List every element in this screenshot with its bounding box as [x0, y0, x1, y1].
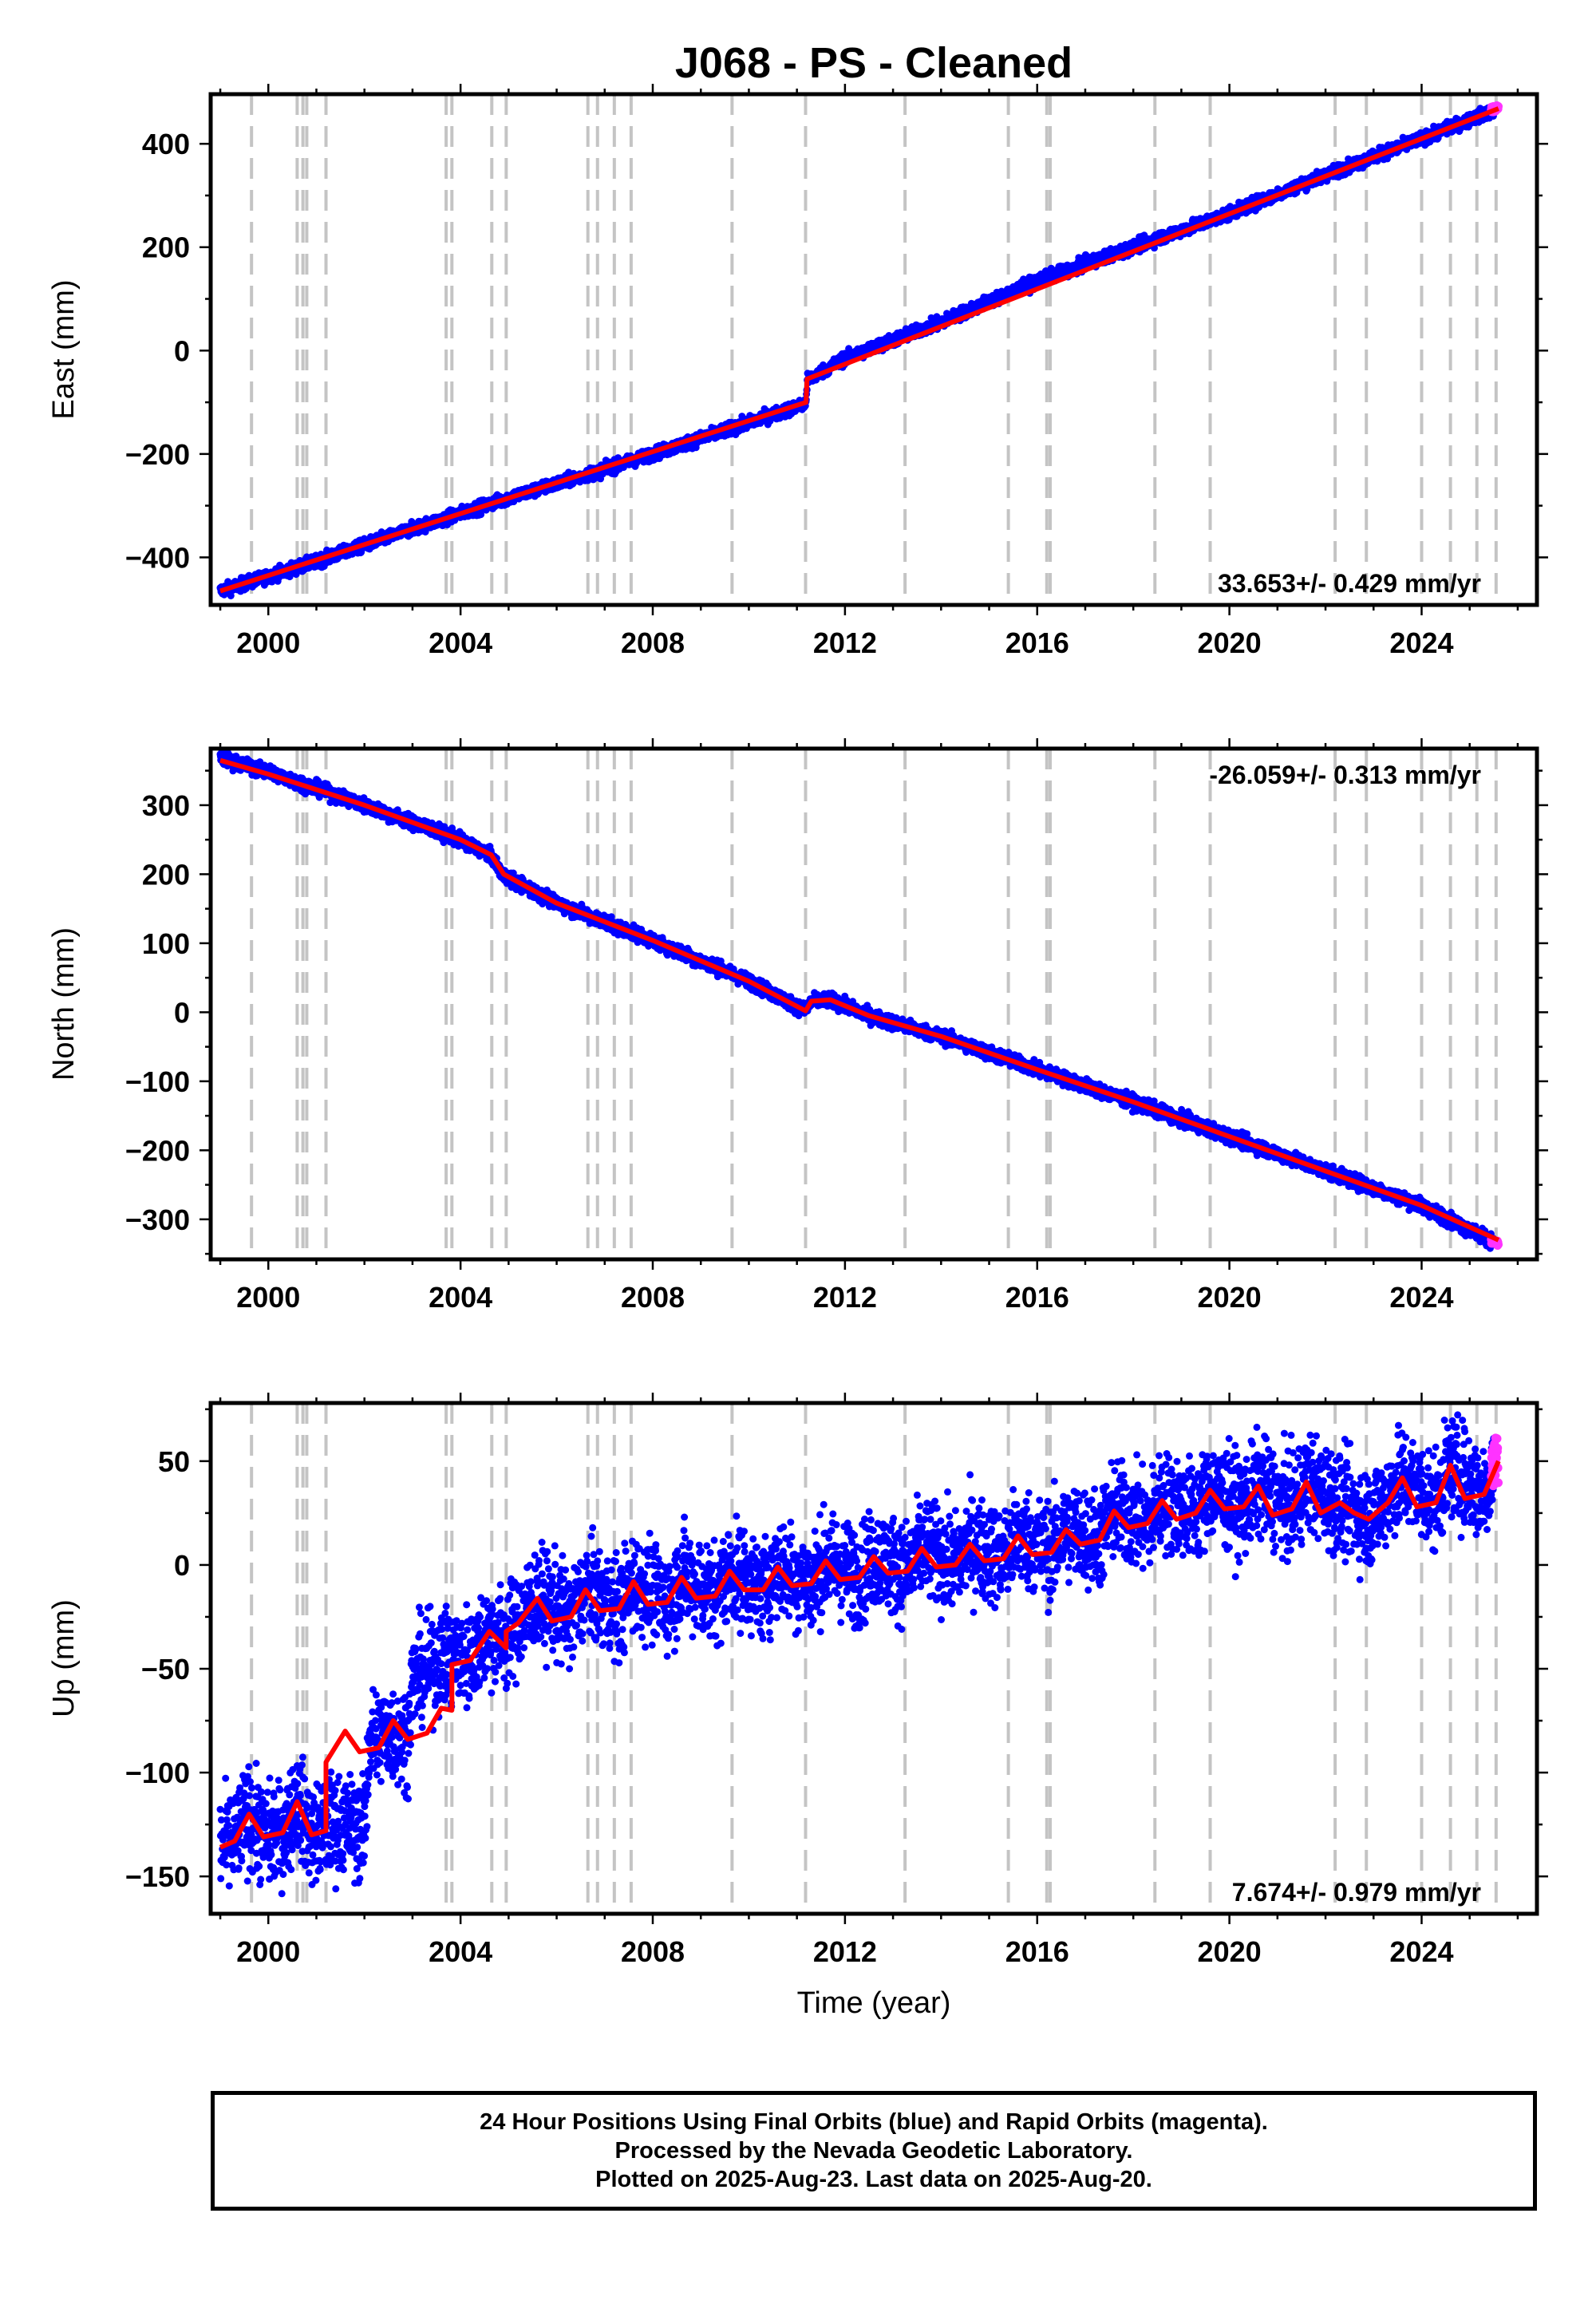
final-orbit-series — [216, 103, 1498, 599]
x-tick-label: 2024 — [1389, 626, 1453, 659]
model-fit-line — [219, 106, 1499, 594]
north-plot-area — [216, 749, 1503, 1259]
x-tick-label: 2020 — [1198, 626, 1262, 659]
x-tick-label: 2000 — [236, 626, 300, 659]
east-plot-area — [216, 94, 1503, 605]
east-panel: 2000 2004 2008 2012 2016 2020 2024 −400 −200 0 200… — [47, 84, 1548, 659]
y-tick-label: −400 — [125, 541, 190, 574]
x-tick-label: 2004 — [429, 626, 492, 659]
data-point — [227, 592, 235, 599]
final-orbit-series — [216, 749, 1498, 1252]
x-tick-label: 2016 — [1005, 626, 1069, 659]
velocity-rate-label: 33.653+/- 0.429 mm/yr — [1218, 569, 1481, 598]
chart-title: J068 - PS - Cleaned — [675, 39, 1073, 87]
y-tick-label: 0 — [174, 334, 190, 367]
north-panel: 2000 2004 2008 2012 2016 2020 2024−300−200−100… — [47, 738, 1548, 1314]
x-tick-label: 2008 — [621, 626, 685, 659]
y-axis-label: East (mm) — [47, 279, 81, 419]
x-tick-label: 2012 — [813, 626, 877, 659]
y-tick-label: 200 — [142, 231, 190, 264]
y-tick-label: −200 — [125, 438, 190, 471]
east-frame — [208, 92, 1539, 607]
y-tick-label: 400 — [142, 128, 190, 160]
